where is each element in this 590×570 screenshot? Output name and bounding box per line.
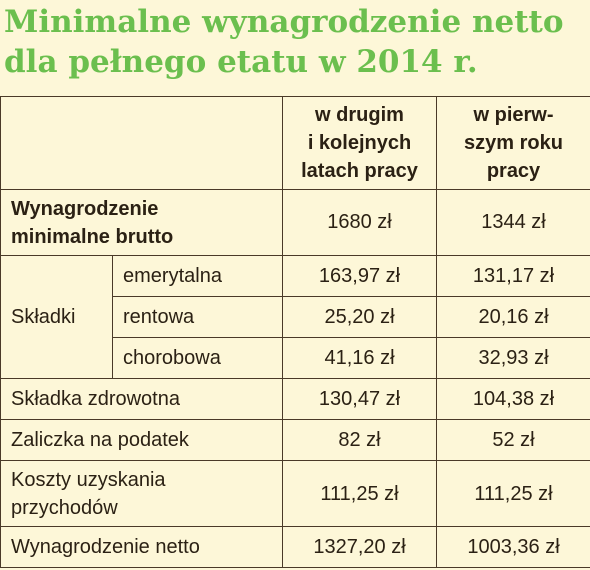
cell-emerytalna-first: 131,17 zł bbox=[436, 255, 590, 297]
table-row-koszty: Koszty uzyskania przychodów 111,25 zł 11… bbox=[0, 460, 590, 527]
table-row-netto: Wynagrodzenie netto 1327,20 zł 1003,36 z… bbox=[0, 526, 590, 568]
header-empty-cell bbox=[0, 96, 283, 190]
cell-rentowa-later: 25,20 zł bbox=[282, 296, 437, 338]
cell-chorobowa-later: 41,16 zł bbox=[282, 337, 437, 379]
row-label-emerytalna: emerytalna bbox=[112, 255, 283, 297]
row-label-zdrowotna: Składka zdrowotna bbox=[0, 378, 283, 420]
table-header-row: w drugim i kolejnych latach pracy w pier… bbox=[0, 96, 590, 190]
row-label-skladki: Składki bbox=[0, 255, 113, 379]
cell-netto-first: 1003,36 zł bbox=[436, 526, 590, 568]
cell-emerytalna-later: 163,97 zł bbox=[282, 255, 437, 297]
header-later-years: w drugim i kolejnych latach pracy bbox=[282, 96, 437, 190]
row-label-rentowa: rentowa bbox=[112, 296, 283, 338]
row-label-koszty: Koszty uzyskania przychodów bbox=[0, 460, 283, 527]
row-label-zaliczka: Zaliczka na podatek bbox=[0, 419, 283, 461]
row-label-netto: Wynagrodzenie netto bbox=[0, 526, 283, 568]
cell-koszty-first: 111,25 zł bbox=[436, 460, 590, 527]
cell-brutto-later: 1680 zł bbox=[282, 189, 437, 256]
wage-table: w drugim i kolejnych latach pracy w pier… bbox=[0, 96, 590, 568]
header-first-year: w pierw- szym roku pracy bbox=[436, 96, 590, 190]
row-label-chorobowa: chorobowa bbox=[112, 337, 283, 379]
cell-koszty-later: 111,25 zł bbox=[282, 460, 437, 527]
table-row-zaliczka: Zaliczka na podatek 82 zł 52 zł bbox=[0, 419, 590, 461]
page-title-line-2: dla pełnego etatu w 2014 r. bbox=[4, 44, 478, 80]
table-row-zdrowotna: Składka zdrowotna 130,47 zł 104,38 zł bbox=[0, 378, 590, 420]
cell-brutto-first: 1344 zł bbox=[436, 189, 590, 256]
table-row-emerytalna: Składki emerytalna 163,97 zł 131,17 zł bbox=[0, 255, 590, 379]
page-title-line-1: Minimalne wynagrodzenie netto bbox=[4, 4, 564, 40]
cell-zaliczka-later: 82 zł bbox=[282, 419, 437, 461]
page-title: Minimalne wynagrodzenie netto dla pełneg… bbox=[4, 2, 564, 82]
cell-rentowa-first: 20,16 zł bbox=[436, 296, 590, 338]
cell-chorobowa-first: 32,93 zł bbox=[436, 337, 590, 379]
cell-zaliczka-first: 52 zł bbox=[436, 419, 590, 461]
cell-netto-later: 1327,20 zł bbox=[282, 526, 437, 568]
table-row-chorobowa: chorobowa 41,16 zł 32,93 zł bbox=[1, 337, 590, 379]
row-label-brutto: Wynagrodzenie minimalne brutto bbox=[0, 189, 283, 256]
cell-zdrowotna-first: 104,38 zł bbox=[436, 378, 590, 420]
cell-zdrowotna-later: 130,47 zł bbox=[282, 378, 437, 420]
table-row-brutto: Wynagrodzenie minimalne brutto 1680 zł 1… bbox=[0, 189, 590, 256]
